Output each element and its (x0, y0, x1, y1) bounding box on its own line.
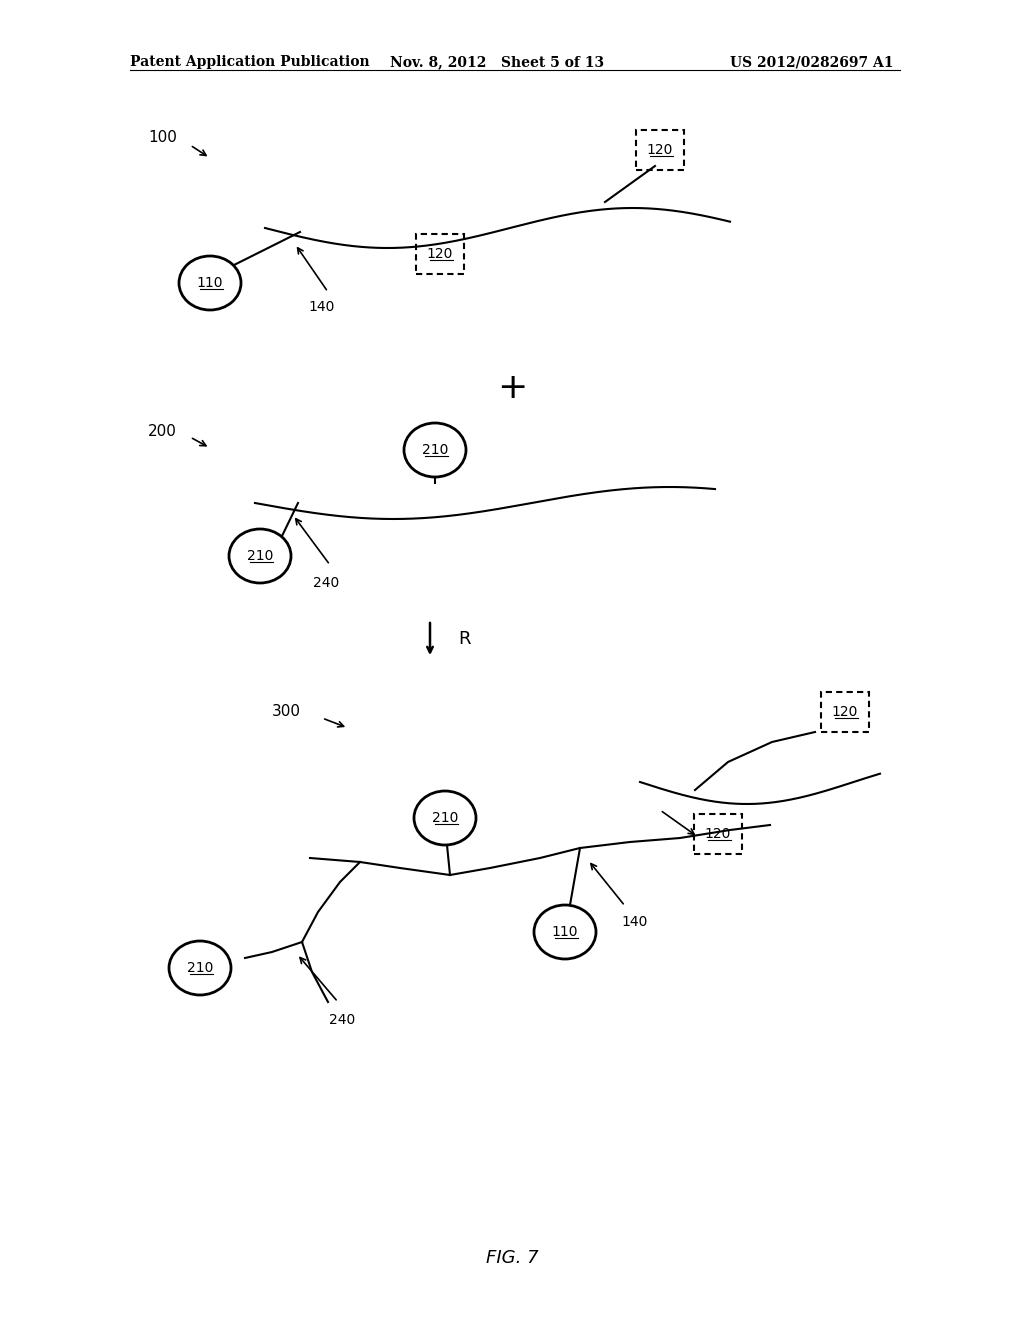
Text: 120: 120 (427, 247, 454, 261)
Text: 240: 240 (313, 576, 339, 590)
Text: Patent Application Publication: Patent Application Publication (130, 55, 370, 69)
Text: 210: 210 (432, 810, 458, 825)
Text: 210: 210 (186, 961, 213, 975)
Text: 210: 210 (422, 444, 449, 457)
Text: 240: 240 (329, 1012, 355, 1027)
Text: 140: 140 (622, 915, 648, 929)
Text: +: + (497, 371, 527, 405)
Text: FIG. 7: FIG. 7 (485, 1249, 539, 1267)
Text: 140: 140 (309, 300, 335, 314)
Text: 120: 120 (647, 143, 673, 157)
Text: 120: 120 (831, 705, 858, 719)
Text: 200: 200 (148, 425, 177, 440)
Text: 120: 120 (705, 828, 731, 841)
Text: 110: 110 (197, 276, 223, 290)
Text: 110: 110 (552, 925, 579, 939)
Text: 300: 300 (272, 705, 301, 719)
Text: Nov. 8, 2012   Sheet 5 of 13: Nov. 8, 2012 Sheet 5 of 13 (390, 55, 604, 69)
Text: 210: 210 (247, 549, 273, 564)
Text: US 2012/0282697 A1: US 2012/0282697 A1 (730, 55, 894, 69)
Text: 100: 100 (148, 131, 177, 145)
Text: R: R (458, 630, 470, 648)
